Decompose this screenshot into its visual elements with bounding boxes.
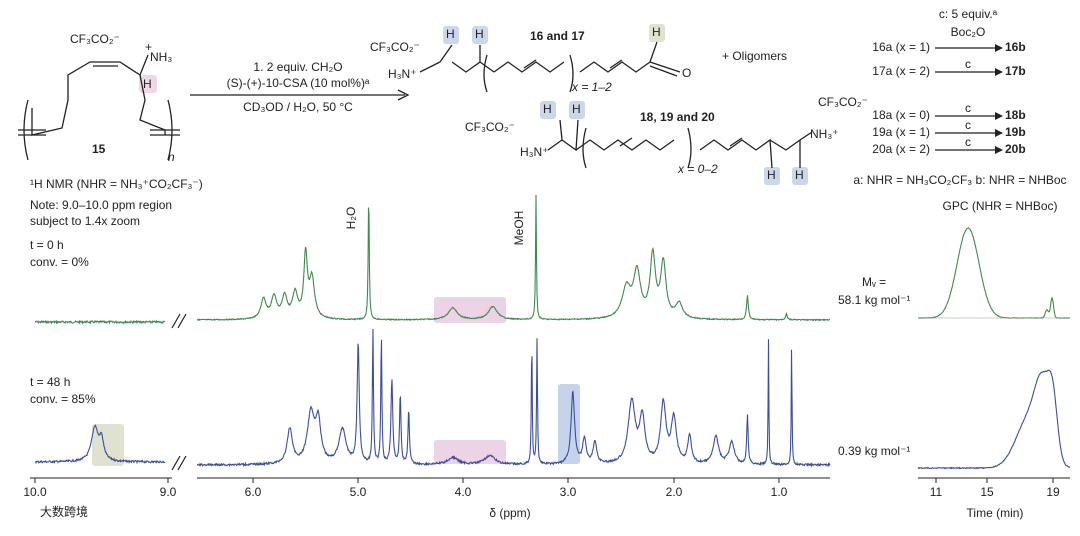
- spectrum: [917, 369, 1071, 470]
- label: (S)-(+)-10-CSA (10 mol%)ᵃ: [227, 76, 370, 90]
- label: H₂O: [344, 207, 358, 230]
- label: n: [168, 150, 175, 164]
- axis-break: [171, 313, 187, 471]
- label: NH₃⁺: [810, 127, 839, 141]
- highlight: [569, 101, 585, 119]
- tick-label: 3.0: [560, 485, 577, 499]
- tick-label: 11: [930, 485, 943, 499]
- label: CF₃CO₂⁻: [370, 40, 420, 54]
- label: c: [965, 118, 971, 132]
- label: 20a (x = 2): [872, 142, 930, 156]
- label: H: [767, 168, 776, 182]
- highlight: [792, 167, 808, 185]
- label: CF₃CO₂⁻: [465, 120, 515, 134]
- label: CF₃CO₂⁻: [70, 32, 120, 46]
- highlight: [434, 440, 506, 464]
- label: 大数跨境: [40, 504, 88, 519]
- label: x = 0–2: [677, 162, 718, 176]
- highlight: [649, 24, 665, 42]
- label: x = 1–2: [571, 80, 612, 94]
- label: c: [965, 57, 971, 71]
- label: GPC (NHR = NHBoc): [942, 199, 1057, 213]
- tick-label: 9.0: [160, 485, 177, 499]
- label: + Oligomers: [722, 49, 787, 63]
- tick-label: 2.0: [666, 485, 683, 499]
- label: 1. 2 equiv. CH₂O: [253, 60, 342, 74]
- label: 18, 19 and 20: [640, 110, 715, 124]
- label: CD₃OD / H₂O, 50 °C: [243, 100, 353, 114]
- label: c: [965, 101, 971, 115]
- tick-label: 5.0: [350, 485, 367, 499]
- label: 0.39 kg mol⁻¹: [838, 444, 910, 458]
- label: H₃N⁺: [388, 67, 417, 81]
- spectrum: [34, 424, 166, 465]
- arrowheads: [995, 44, 1003, 154]
- tick-label: 1.0: [771, 485, 788, 499]
- label: 17a (x = 2): [872, 64, 930, 78]
- label: 16b: [1005, 40, 1026, 54]
- highlight: [472, 26, 488, 44]
- label: 19a (x = 1): [872, 125, 930, 139]
- highlight: [443, 26, 459, 44]
- spectrum: [34, 319, 166, 325]
- label: NH₃: [150, 50, 172, 64]
- highlight: [558, 384, 580, 464]
- label: Boc₂O: [951, 25, 986, 39]
- spectrum: [918, 227, 1071, 319]
- tick-label: 15: [980, 485, 994, 499]
- structure: [18, 41, 995, 169]
- label: δ (ppm): [489, 506, 530, 520]
- tick-label: 6.0: [245, 485, 262, 499]
- label: Mᵥ =: [862, 275, 886, 289]
- tick-label: 19: [1046, 485, 1060, 499]
- label: H: [795, 168, 804, 182]
- label: 15: [92, 142, 106, 156]
- label: a: NHR = NH₃CO₂CF₃ b: NHR = NHBoc: [853, 173, 1066, 187]
- label: 18b: [1005, 108, 1026, 122]
- label: +: [145, 40, 152, 54]
- label: 16 and 17: [530, 29, 585, 43]
- label: c: [965, 135, 971, 149]
- tick-label: 4.0: [455, 485, 472, 499]
- spectrum: [196, 194, 831, 322]
- label: Time (min): [967, 506, 1024, 520]
- label: 16a (x = 1): [872, 40, 930, 54]
- label: H: [143, 77, 152, 91]
- highlight: [434, 297, 506, 323]
- label: ¹H NMR (NHR = NH₃⁺CO₂CF₃⁻): [30, 177, 203, 191]
- label: c: 5 equiv.ᵃ: [939, 7, 998, 21]
- label: 18a (x = 0): [872, 108, 930, 122]
- label: Note: 9.0–10.0 ppm region: [30, 198, 172, 212]
- label: O: [682, 66, 691, 80]
- tick-label: 10.0: [23, 485, 47, 499]
- label: 20b: [1005, 142, 1026, 156]
- label: conv. = 0%: [30, 255, 89, 269]
- label: t = 48 h: [30, 375, 70, 389]
- label: H: [572, 102, 581, 116]
- label: 17b: [1005, 64, 1026, 78]
- label: H: [543, 102, 552, 116]
- label: H₃N⁺: [520, 145, 549, 159]
- label: 58.1 kg mol⁻¹: [838, 293, 910, 307]
- spectrum: [197, 328, 831, 468]
- label: CF₃CO₂⁻: [818, 95, 868, 109]
- label: H: [446, 27, 455, 41]
- label: 19b: [1005, 125, 1026, 139]
- label: H: [652, 25, 661, 39]
- label: subject to 1.4x zoom: [30, 214, 140, 228]
- label: H: [475, 27, 484, 41]
- highlight: [540, 101, 556, 119]
- highlight: [764, 167, 780, 185]
- highlight: [139, 75, 157, 93]
- label: t = 0 h: [30, 238, 64, 252]
- label: conv. = 85%: [30, 392, 96, 406]
- label: MeOH: [512, 211, 526, 246]
